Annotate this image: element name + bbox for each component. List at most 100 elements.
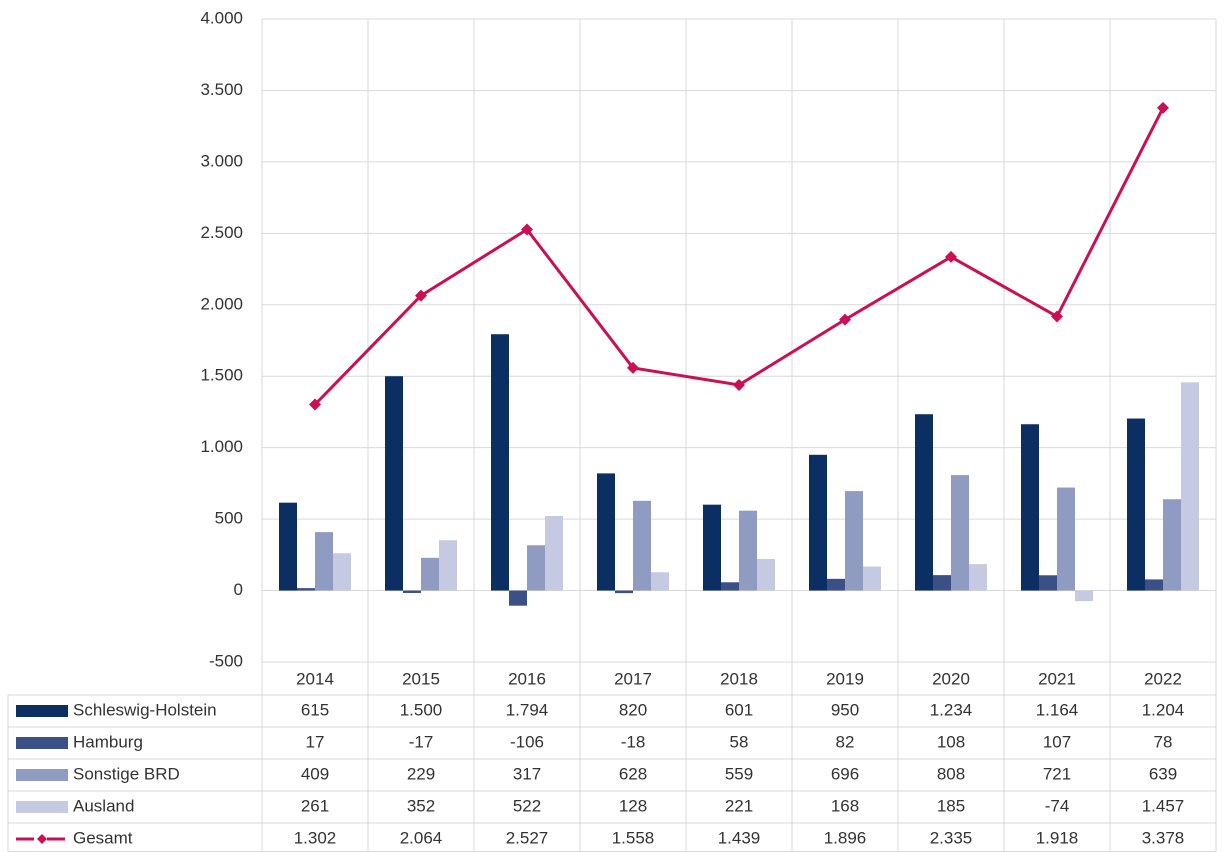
table-value: 229 <box>407 764 435 783</box>
bar <box>297 588 315 591</box>
legend-key <box>16 737 68 749</box>
table-value: 615 <box>301 700 329 719</box>
marker <box>1157 101 1169 114</box>
bar <box>279 502 297 591</box>
bar <box>951 475 969 591</box>
x-tick-label: 2016 <box>508 669 546 688</box>
bar <box>421 557 439 591</box>
table-value: 2.064 <box>400 828 443 847</box>
x-tick-label: 2020 <box>932 669 970 688</box>
legend-marker <box>37 834 47 844</box>
bar <box>1127 418 1145 591</box>
x-tick-label: 2017 <box>614 669 652 688</box>
table-value: 1.164 <box>1036 700 1079 719</box>
table-value: 1.204 <box>1142 700 1185 719</box>
bar <box>333 553 351 591</box>
table-value: 1.558 <box>612 828 655 847</box>
table-value: 1.457 <box>1142 796 1185 815</box>
legend-key <box>16 801 68 813</box>
legend-label: Schleswig-Holstein <box>73 700 217 719</box>
table-value: 352 <box>407 796 435 815</box>
bar <box>703 504 721 591</box>
table-value: 601 <box>725 700 753 719</box>
bar <box>491 334 509 591</box>
marker <box>415 289 427 302</box>
bar <box>739 510 757 591</box>
x-tick-label: 2018 <box>720 669 758 688</box>
bar <box>757 558 775 591</box>
table-value: 1.302 <box>294 828 337 847</box>
y-tick-label: 4.000 <box>200 8 243 27</box>
table-value: 168 <box>831 796 859 815</box>
y-tick-label: 3.000 <box>200 151 243 170</box>
table-value: 78 <box>1154 732 1173 751</box>
bar <box>615 590 633 594</box>
bar <box>1181 382 1199 591</box>
table-value: 2.335 <box>930 828 973 847</box>
table-value: -17 <box>409 732 434 751</box>
legend-key <box>16 705 68 717</box>
marker <box>733 378 745 391</box>
x-tick-label: 2021 <box>1038 669 1076 688</box>
table-value: 1.500 <box>400 700 443 719</box>
table-value: 628 <box>619 764 647 783</box>
x-tick-label: 2015 <box>402 669 440 688</box>
bar <box>403 590 421 593</box>
legend-label: Gesamt <box>73 828 133 847</box>
table-value: 58 <box>730 732 749 751</box>
bar <box>597 473 615 591</box>
bar <box>439 540 457 591</box>
bar <box>1145 579 1163 591</box>
bar <box>933 575 951 591</box>
table-value: 261 <box>301 796 329 815</box>
table-value: 1.918 <box>1036 828 1079 847</box>
y-tick-label: 0 <box>234 580 243 599</box>
y-tick-label: 2.500 <box>200 223 243 242</box>
y-tick-label: 1.500 <box>200 366 243 385</box>
x-tick-label: 2014 <box>296 669 334 688</box>
bar <box>509 590 527 606</box>
table-value: 639 <box>1149 764 1177 783</box>
legend-label: Ausland <box>73 796 134 815</box>
bar <box>863 566 881 591</box>
table-value: 2.527 <box>506 828 549 847</box>
bar <box>915 414 933 591</box>
table-value: 522 <box>513 796 541 815</box>
table-value: 696 <box>831 764 859 783</box>
table-value: 1.794 <box>506 700 549 719</box>
marker <box>1051 310 1063 323</box>
x-tick-label: 2022 <box>1144 669 1182 688</box>
bar <box>809 454 827 591</box>
table-value: 820 <box>619 700 647 719</box>
bar <box>651 572 669 591</box>
legend-label: Sonstige BRD <box>73 764 180 783</box>
table-value: 3.378 <box>1142 828 1185 847</box>
y-tick-label: 2.000 <box>200 294 243 313</box>
table-value: 409 <box>301 764 329 783</box>
bar <box>969 564 987 591</box>
bar <box>1057 487 1075 591</box>
bar <box>315 532 333 591</box>
bar <box>827 578 845 591</box>
bar <box>545 515 563 591</box>
table-value: -18 <box>621 732 646 751</box>
bar <box>1163 499 1181 591</box>
table-value: 1.234 <box>930 700 973 719</box>
table-value: 808 <box>937 764 965 783</box>
y-tick-label: 3.500 <box>200 80 243 99</box>
marker <box>945 250 957 263</box>
marker <box>627 361 639 374</box>
table-value: 317 <box>513 764 541 783</box>
bar <box>1039 575 1057 591</box>
y-tick-label: 1.000 <box>200 437 243 456</box>
table-value: -106 <box>510 732 544 751</box>
line <box>313 107 1165 406</box>
bar <box>385 376 403 591</box>
table-value: 1.896 <box>824 828 867 847</box>
bar <box>527 545 545 591</box>
bar <box>721 582 739 591</box>
marker <box>309 398 321 411</box>
legend-label: Hamburg <box>73 732 143 751</box>
